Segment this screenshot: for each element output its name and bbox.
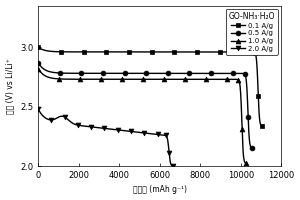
0.5 A/g bbox=[68, 72, 72, 74]
1.0 A/g bbox=[67, 78, 71, 80]
0.5 A/g bbox=[249, 146, 253, 148]
0.1 A/g bbox=[36, 46, 40, 48]
0.5 A/g bbox=[74, 72, 78, 74]
2.0 A/g bbox=[105, 127, 109, 130]
1.0 A/g bbox=[73, 78, 77, 80]
2.0 A/g bbox=[36, 108, 40, 110]
0.5 A/g bbox=[148, 72, 152, 75]
2.0 A/g bbox=[60, 115, 63, 117]
0.1 A/g bbox=[261, 126, 265, 128]
0.5 A/g bbox=[243, 73, 246, 75]
Y-axis label: 电压 (V) vs Li/Li⁺: 电压 (V) vs Li/Li⁺ bbox=[6, 58, 15, 114]
2.0 A/g bbox=[164, 134, 167, 137]
Line: 0.5 A/g: 0.5 A/g bbox=[36, 60, 255, 151]
0.1 A/g bbox=[154, 51, 158, 53]
Legend: 0.1 A/g, 0.5 A/g, 1.0 A/g, 2.0 A/g: 0.1 A/g, 0.5 A/g, 1.0 A/g, 2.0 A/g bbox=[226, 9, 278, 55]
1.0 A/g bbox=[144, 78, 148, 80]
0.5 A/g bbox=[36, 61, 40, 64]
Line: 2.0 A/g: 2.0 A/g bbox=[36, 107, 176, 168]
1.0 A/g bbox=[243, 161, 247, 164]
2.0 A/g bbox=[172, 165, 176, 167]
1.0 A/g bbox=[36, 67, 40, 70]
2.0 A/g bbox=[170, 164, 174, 167]
X-axis label: 比容量 (mAh g⁻¹): 比容量 (mAh g⁻¹) bbox=[133, 185, 187, 194]
0.1 A/g bbox=[76, 51, 80, 53]
0.5 A/g bbox=[251, 147, 255, 149]
0.1 A/g bbox=[259, 124, 263, 127]
0.1 A/g bbox=[153, 51, 157, 53]
0.1 A/g bbox=[253, 51, 256, 54]
1.0 A/g bbox=[236, 79, 240, 81]
2.0 A/g bbox=[56, 116, 60, 119]
1.0 A/g bbox=[245, 162, 249, 165]
0.5 A/g bbox=[148, 72, 151, 75]
Line: 1.0 A/g: 1.0 A/g bbox=[36, 66, 249, 166]
0.1 A/g bbox=[70, 51, 74, 53]
1.0 A/g bbox=[145, 78, 149, 80]
Line: 0.1 A/g: 0.1 A/g bbox=[36, 45, 266, 129]
2.0 A/g bbox=[105, 127, 108, 130]
